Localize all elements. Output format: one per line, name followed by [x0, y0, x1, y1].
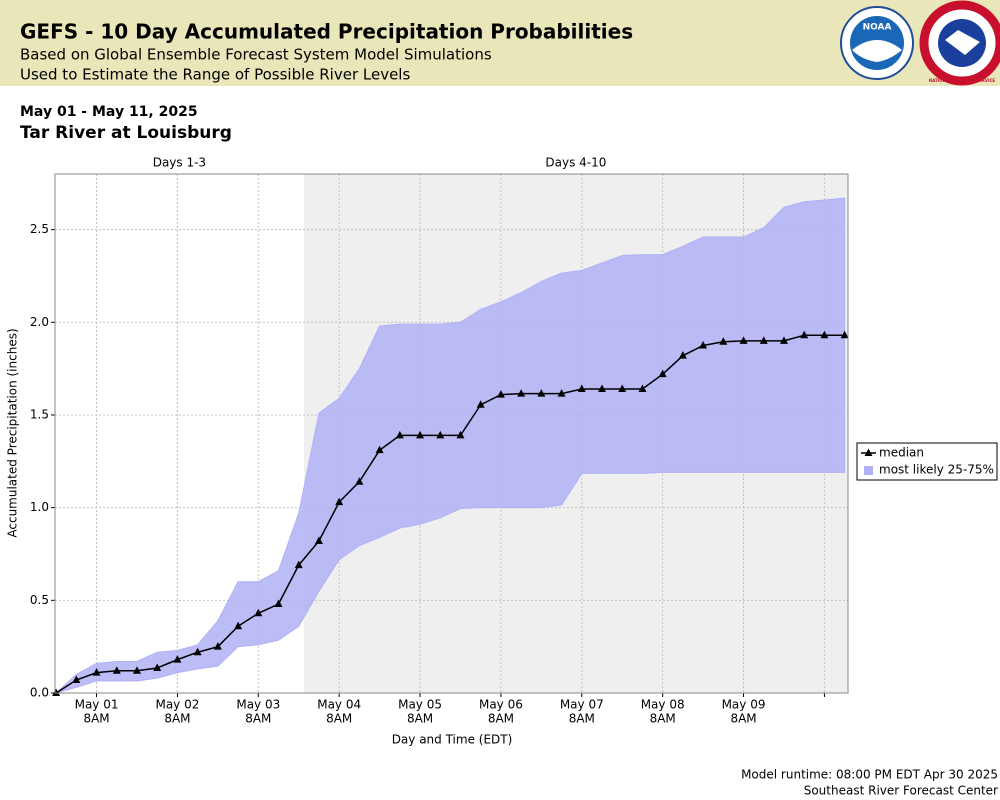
median-marker	[557, 389, 566, 397]
median-marker	[375, 445, 384, 454]
x-tick-label: 8AM	[407, 712, 433, 726]
y-tick-label: 2.5	[30, 222, 49, 236]
median-marker	[72, 675, 81, 684]
y-tick-label: 1.5	[30, 407, 49, 421]
median-marker	[416, 430, 425, 439]
median-marker	[213, 642, 222, 650]
median-marker	[496, 390, 505, 398]
median-marker	[699, 340, 708, 349]
median-marker	[173, 655, 182, 663]
y-tick-label: 0.5	[30, 593, 49, 607]
x-tick-label: 8AM	[164, 712, 190, 726]
median-marker	[476, 400, 485, 408]
legend-swatch	[864, 448, 873, 456]
median-marker	[739, 336, 748, 344]
footer: Southeast River Forecast Center	[804, 784, 998, 798]
x-tick-label: May 06	[479, 698, 523, 712]
y-tick-label: 0.0	[30, 686, 49, 700]
noaa-logo: NOAA	[840, 6, 914, 80]
y-axis-label: Accumulated Precipitation (inches)	[6, 328, 20, 537]
x-tick-label: May 02	[155, 698, 199, 712]
x-tick-label: May 07	[560, 698, 604, 712]
legend-label: most likely 25-75%	[879, 463, 994, 477]
median-marker	[112, 666, 121, 674]
median-marker	[577, 384, 586, 393]
median-marker	[638, 384, 647, 393]
median-marker	[598, 384, 607, 393]
median-marker	[678, 351, 687, 359]
x-tick-label: May 01	[75, 698, 119, 712]
x-tick-label: 8AM	[245, 712, 271, 726]
median-marker	[314, 536, 323, 545]
x-tick-label: 8AM	[488, 712, 514, 726]
median-marker	[355, 477, 364, 485]
median-marker	[92, 668, 101, 676]
y-tick-label: 1.0	[30, 500, 49, 514]
median-marker	[800, 330, 809, 339]
x-tick-label: 8AM	[650, 712, 676, 726]
x-tick-label: 8AM	[326, 712, 352, 726]
median-marker	[456, 430, 465, 439]
footer: Model runtime: 08:00 PM EDT Apr 30 2025	[741, 768, 998, 782]
median-marker	[234, 621, 243, 630]
median-line	[55, 334, 845, 694]
x-tick-label: May 04	[317, 698, 361, 712]
legend-box	[856, 442, 998, 481]
median-marker	[840, 330, 849, 339]
median-marker	[618, 384, 627, 393]
logo-text: NATIONAL WEATHER SERVICE	[929, 78, 996, 83]
x-tick-label: 8AM	[83, 712, 109, 726]
median-marker	[153, 663, 162, 671]
median-marker	[436, 430, 445, 439]
x-tick-label: 8AM	[569, 712, 595, 726]
median-marker	[517, 389, 526, 397]
period-label: Days 1-3	[153, 156, 206, 170]
period-label: Days 4-10	[545, 156, 606, 170]
x-tick-label: May 03	[236, 698, 280, 712]
legend-label: median	[879, 446, 924, 460]
chart-title: GEFS - 10 Day Accumulated Precipitation …	[20, 20, 633, 44]
median-marker	[254, 608, 263, 617]
x-axis-label: Day and Time (EDT)	[392, 733, 513, 747]
legend: median most likely 25-75%	[856, 442, 998, 481]
median-marker	[335, 497, 344, 506]
location: Tar River at Louisburg	[20, 123, 232, 143]
header-band	[0, 0, 1000, 86]
x-tick-label: May 09	[722, 698, 766, 712]
date-range: May 01 - May 11, 2025	[20, 104, 198, 120]
logo-text: NOAA	[863, 23, 892, 33]
median-marker	[779, 336, 788, 344]
median-marker	[658, 369, 667, 378]
subtitle: Used to Estimate the Range of Possible R…	[20, 66, 410, 84]
median-marker	[132, 666, 141, 674]
x-tick-label: May 08	[641, 698, 685, 712]
median-marker	[537, 389, 546, 397]
nws-logo: NATIONAL WEATHER SERVICE	[919, 0, 1000, 86]
x-tick-label: May 05	[398, 698, 442, 712]
median-marker	[395, 430, 404, 439]
plot-frame	[54, 173, 849, 694]
median-marker	[52, 688, 61, 696]
median-marker	[820, 330, 829, 339]
y-tick-label: 2.0	[30, 315, 49, 329]
subtitle: Based on Global Ensemble Forecast System…	[20, 46, 492, 64]
median-marker	[274, 599, 283, 608]
legend-swatch	[864, 466, 873, 475]
x-tick-label: 8AM	[730, 712, 756, 726]
median-marker	[759, 336, 768, 344]
median-marker	[719, 337, 728, 345]
median-marker	[294, 560, 303, 569]
median-marker	[193, 647, 202, 656]
